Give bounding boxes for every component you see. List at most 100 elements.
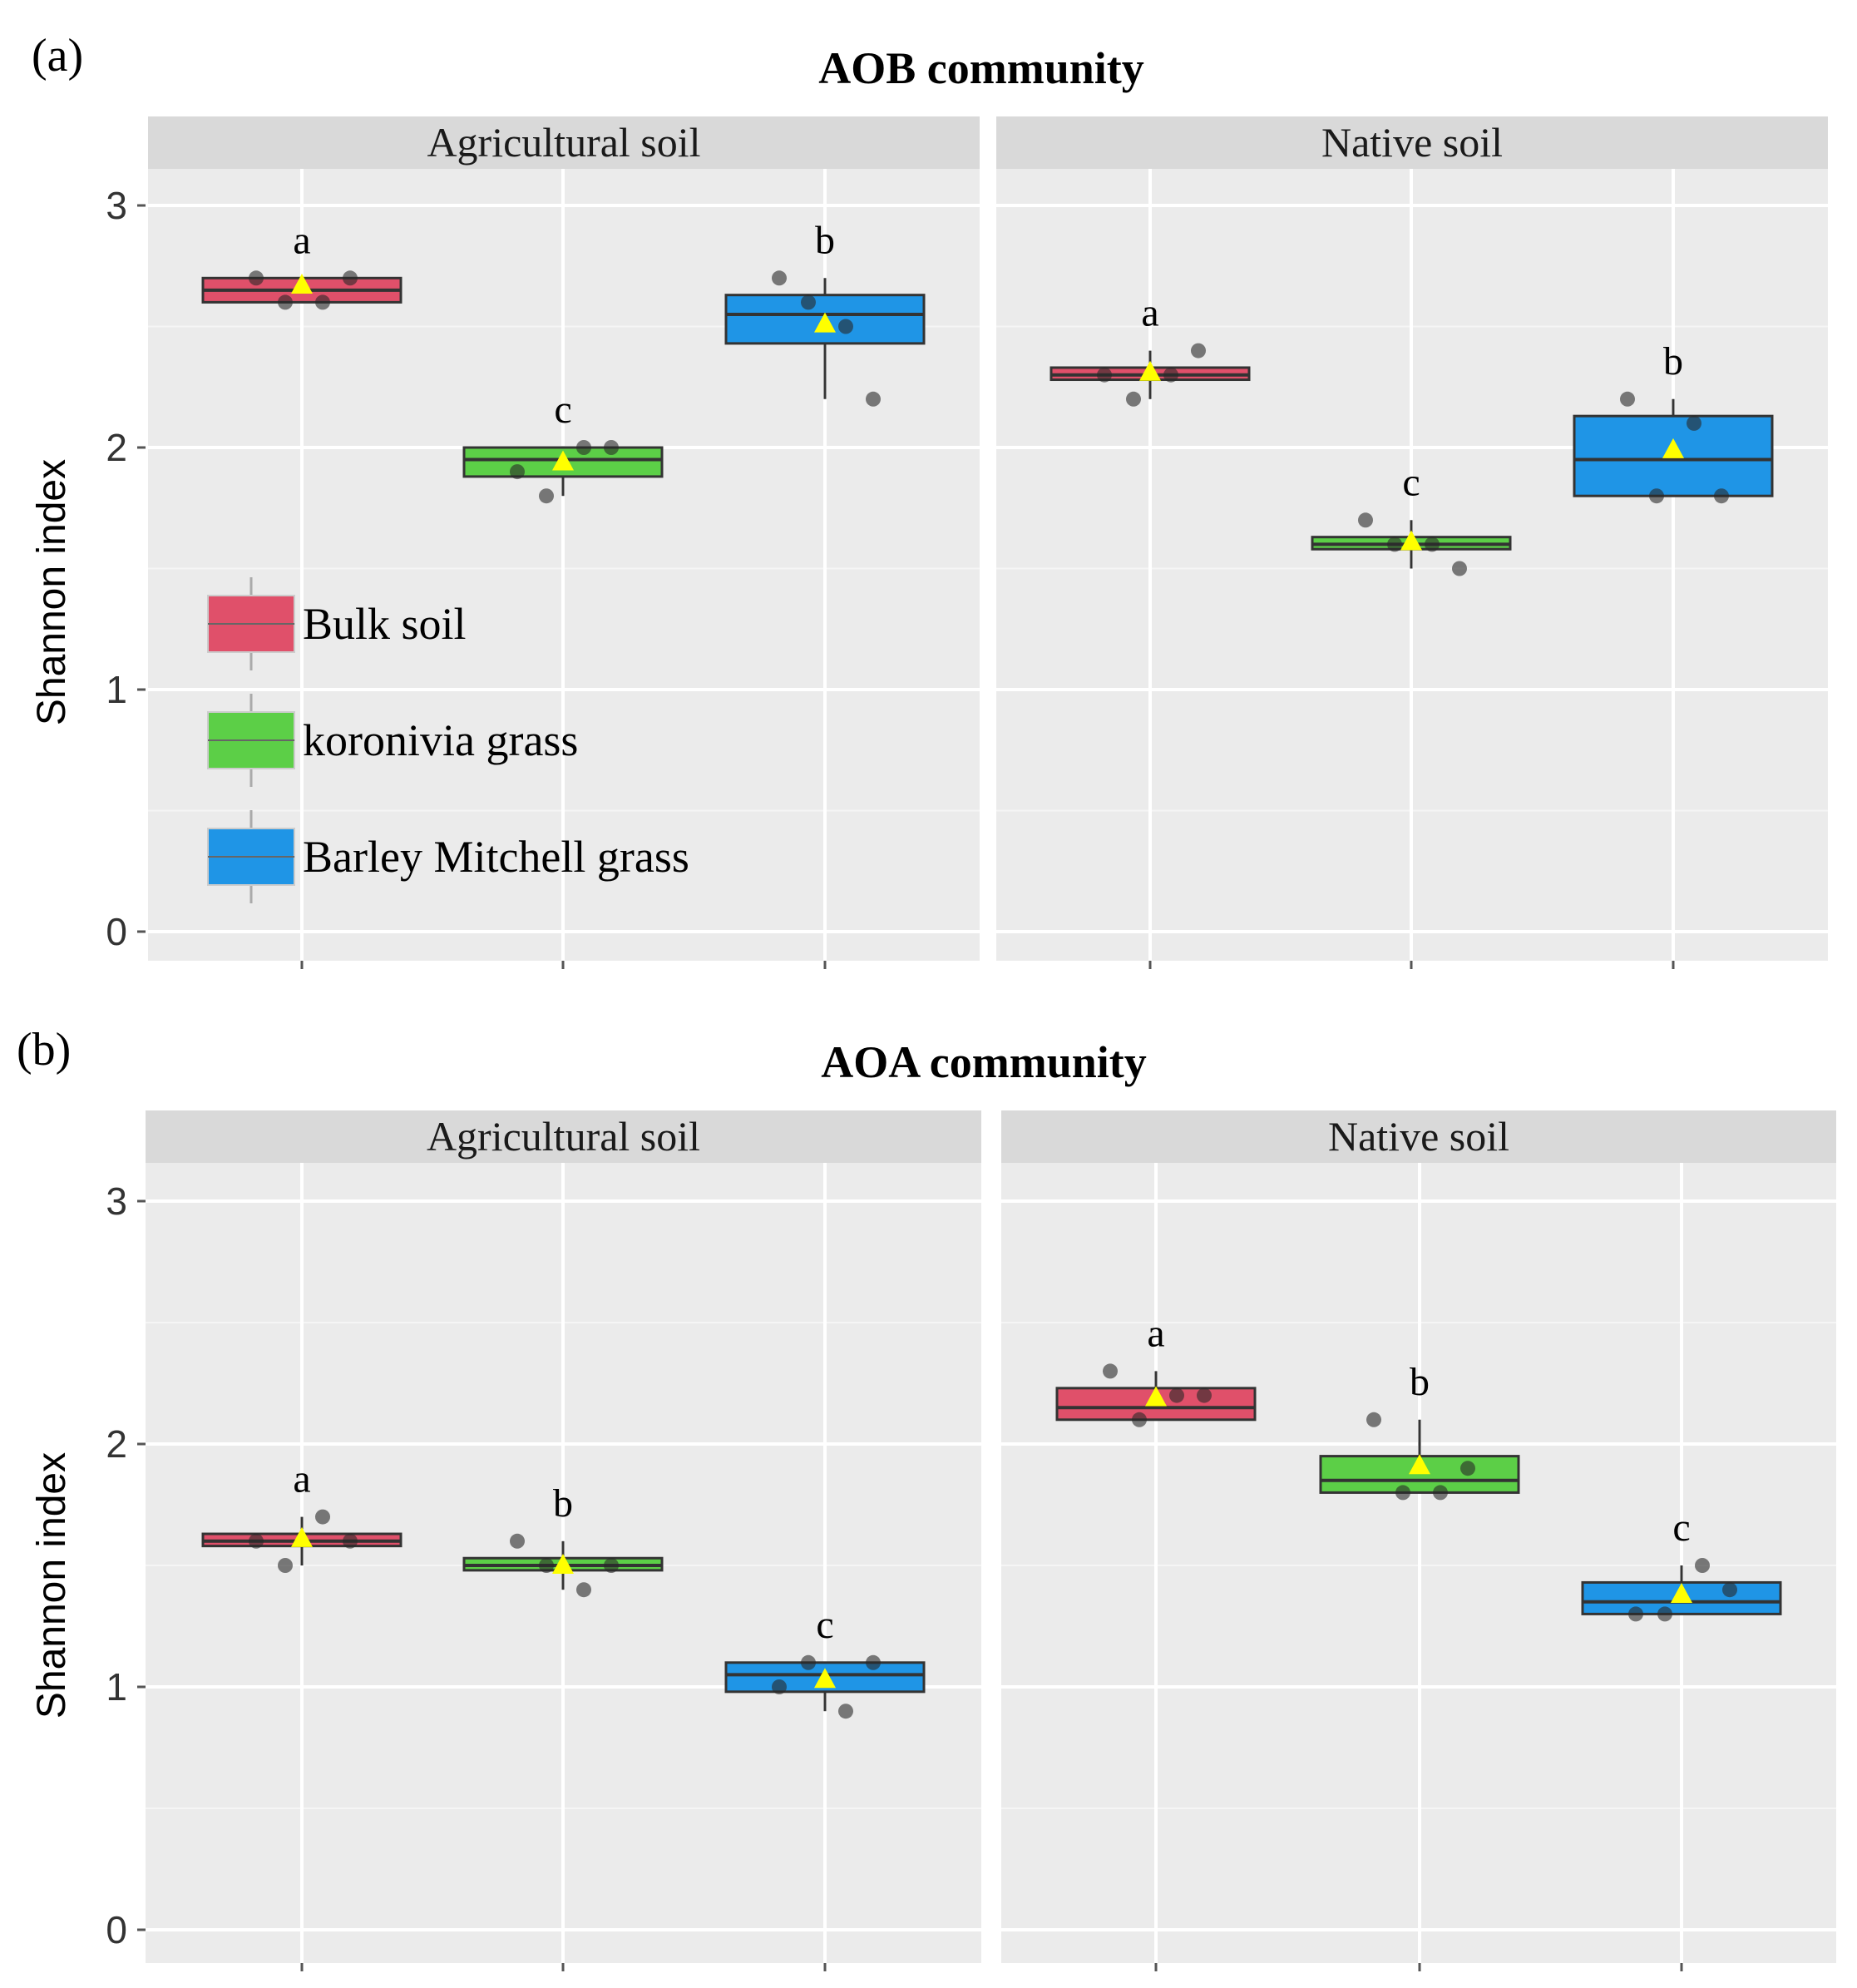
y-axis-title-b: Shannon index: [30, 1452, 74, 1718]
box-group: c: [724, 1603, 926, 1719]
data-point: [1425, 537, 1440, 552]
mean-marker: [291, 1526, 313, 1547]
data-point: [1126, 391, 1141, 407]
significance-letter: b: [1410, 1360, 1430, 1404]
significance-letter: a: [293, 218, 310, 262]
box-group: a: [1050, 291, 1251, 407]
mean-marker: [552, 450, 574, 471]
data-point: [249, 1533, 264, 1549]
y-axis-title-a: Shannon index: [30, 459, 74, 725]
significance-letter: c: [1402, 460, 1420, 504]
box-group: b: [724, 218, 926, 407]
y-tick-label: 0: [106, 910, 127, 953]
mean-marker: [1662, 438, 1684, 458]
facet-strip-label: Native soil: [1328, 1113, 1509, 1160]
data-point: [315, 1509, 330, 1525]
box-group: c: [1581, 1506, 1782, 1622]
y-tick-label: 1: [106, 1665, 127, 1709]
legend: Bulk soil koronivia grass Barley Mitchell …: [207, 577, 689, 903]
mean-marker: [1145, 1386, 1167, 1407]
data-point: [866, 391, 881, 407]
data-point: [1169, 1387, 1184, 1403]
data-point: [1687, 415, 1701, 431]
data-point: [1197, 1387, 1212, 1403]
plot-layer-a: 0 1 2 3 Agricultural soil Native soil Bulk soi…: [106, 116, 1828, 969]
data-point: [801, 1654, 816, 1670]
chart-aoa: (b) AOA community Shannon index 0 1 2 3 Agri…: [17, 1024, 1836, 1971]
data-point: [866, 1654, 881, 1670]
y-tick-label: 2: [106, 426, 127, 469]
data-point: [249, 270, 264, 286]
significance-letter: c: [1672, 1506, 1690, 1550]
panel-label-b: (b): [17, 1024, 71, 1076]
facet-strip-label: Agricultural soil: [427, 119, 700, 166]
data-point: [1387, 537, 1402, 552]
data-point: [1433, 1485, 1448, 1501]
chart-title-b: AOA community: [821, 1037, 1147, 1087]
significance-letter: a: [1147, 1311, 1164, 1355]
data-point: [343, 270, 358, 286]
data-point: [1395, 1485, 1410, 1501]
mean-marker: [1409, 1454, 1430, 1475]
data-point: [1191, 343, 1206, 359]
data-point: [1695, 1558, 1710, 1573]
box-group: b: [1573, 339, 1774, 504]
box-group: a: [1055, 1311, 1257, 1427]
data-point: [278, 294, 293, 310]
box-group: c: [1311, 460, 1512, 576]
data-point: [1358, 512, 1373, 528]
data-point: [1649, 488, 1664, 504]
box-group: a: [201, 218, 403, 310]
facet-strip-label: Agricultural soil: [427, 1113, 700, 1160]
data-point: [1366, 1412, 1381, 1427]
data-point: [1620, 391, 1635, 407]
data-point: [1103, 1363, 1118, 1379]
data-point: [838, 1704, 853, 1719]
data-point: [801, 294, 816, 310]
y-tick-label: 3: [106, 184, 127, 227]
facet-strip-label: Native soil: [1321, 119, 1503, 166]
data-point: [1132, 1412, 1147, 1427]
data-point: [838, 319, 853, 334]
legend-label: Bulk soil: [303, 599, 467, 649]
mean-marker: [291, 274, 313, 294]
data-point: [315, 294, 330, 310]
data-point: [772, 1679, 787, 1694]
box-group: c: [462, 388, 664, 504]
y-tick-label: 0: [106, 1908, 127, 1951]
significance-letter: a: [1141, 291, 1158, 335]
data-point: [1452, 561, 1467, 576]
facet-strip: [1001, 1110, 1836, 1163]
mean-marker: [1671, 1583, 1692, 1604]
significance-letter: b: [1663, 339, 1683, 383]
data-point: [539, 1558, 554, 1573]
data-point: [1722, 1582, 1737, 1598]
data-point: [1163, 367, 1178, 383]
facet-strip: [148, 116, 980, 169]
box-group: a: [201, 1457, 403, 1573]
legend-label: koronivia grass: [303, 715, 578, 765]
plot-layer-b: 0 1 2 3 Agricultural soil Native soil a b c a b c: [106, 1110, 1836, 1971]
significance-letter: b: [553, 1481, 573, 1526]
mean-marker: [1139, 360, 1161, 381]
data-point: [1657, 1606, 1672, 1622]
y-tick-label: 2: [106, 1422, 127, 1466]
data-point: [343, 1533, 358, 1549]
legend-label: Barley Mitchell grass: [303, 832, 689, 882]
data-point: [510, 464, 525, 480]
data-point: [576, 440, 591, 455]
mean-marker: [552, 1554, 574, 1574]
facet-strip: [146, 1110, 981, 1163]
chart-title-a: AOB community: [818, 43, 1144, 93]
significance-letter: b: [815, 218, 835, 262]
data-point: [1097, 367, 1112, 383]
data-point: [772, 270, 787, 286]
significance-letter: a: [293, 1457, 310, 1501]
box-group: b: [1319, 1360, 1520, 1501]
data-point: [510, 1533, 525, 1549]
data-point: [1714, 488, 1729, 504]
data-point: [1628, 1606, 1643, 1622]
data-point: [1460, 1461, 1475, 1476]
mean-marker: [1400, 530, 1422, 551]
